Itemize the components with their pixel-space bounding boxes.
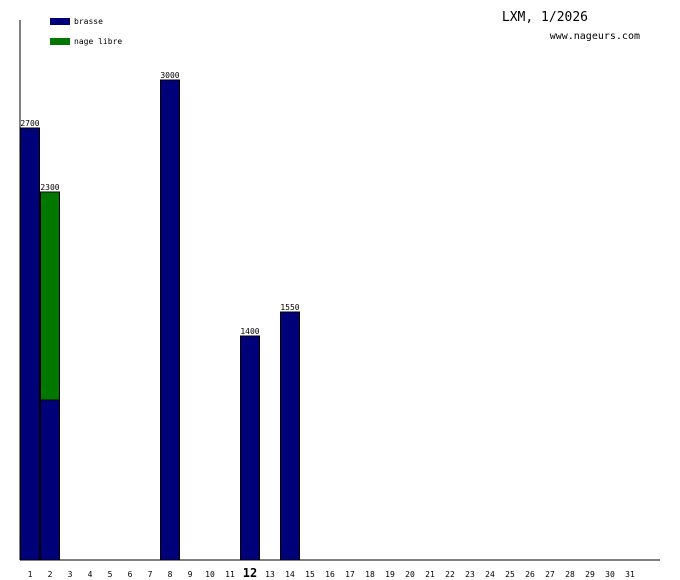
x-tick-label-6: 6 <box>128 570 133 579</box>
x-tick-label-19: 19 <box>385 570 395 579</box>
x-tick-label-3: 3 <box>68 570 73 579</box>
x-tick-label-12: 12 <box>243 566 257 580</box>
x-tick-label-29: 29 <box>585 570 595 579</box>
x-tick-label-21: 21 <box>425 570 435 579</box>
x-tick-label-16: 16 <box>325 570 335 579</box>
x-tick-label-18: 18 <box>365 570 375 579</box>
x-tick-label-31: 31 <box>625 570 635 579</box>
x-tick-label-23: 23 <box>465 570 475 579</box>
data-label-day-8: 3000 <box>160 71 179 80</box>
x-tick-label-20: 20 <box>405 570 415 579</box>
chart-title: LXM, 1/2026 <box>501 10 588 25</box>
data-label-day-12: 1400 <box>240 327 259 336</box>
x-tick-label-13: 13 <box>265 570 275 579</box>
bar-brasse-day-14 <box>280 311 300 561</box>
bar-brasse-day-1 <box>20 127 40 561</box>
x-tick-label-1: 1 <box>28 570 33 579</box>
x-tick-label-5: 5 <box>108 570 113 579</box>
bar-brasse-day-12 <box>240 335 260 561</box>
x-tick-label-30: 30 <box>605 570 615 579</box>
data-label-day-1: 2700 <box>20 119 39 128</box>
site-url: www.nageurs.com <box>549 31 640 42</box>
bar-brasse-day-2 <box>40 399 60 561</box>
data-label-day-14: 1550 <box>280 303 299 312</box>
x-tick-label-10: 10 <box>205 570 215 579</box>
x-tick-label-7: 7 <box>148 570 153 579</box>
x-tick-label-22: 22 <box>445 570 455 579</box>
x-tick-label-17: 17 <box>345 570 355 579</box>
legend-item-nage-libre: nage libre <box>50 34 122 48</box>
legend-label-brasse: brasse <box>74 16 103 26</box>
bar-nage-libre-day-2 <box>40 191 60 401</box>
x-tick-label-14: 14 <box>285 570 295 579</box>
x-tick-label-26: 26 <box>525 570 535 579</box>
x-tick-label-28: 28 <box>565 570 575 579</box>
x-tick-label-2: 2 <box>48 570 53 579</box>
legend: brasse nage libre <box>50 14 122 54</box>
x-tick-label-25: 25 <box>505 570 515 579</box>
x-tick-label-11: 11 <box>225 570 235 579</box>
legend-item-brasse: brasse <box>50 14 122 28</box>
legend-swatch-nage-libre <box>50 37 70 45</box>
legend-label-nage-libre: nage libre <box>74 36 123 46</box>
x-tick-label-15: 15 <box>305 570 315 579</box>
data-label-day-2: 2300 <box>40 183 59 192</box>
x-tick-label-8: 8 <box>168 570 173 579</box>
x-tick-label-9: 9 <box>188 570 193 579</box>
x-tick-label-24: 24 <box>485 570 495 579</box>
x-tick-label-27: 27 <box>545 570 555 579</box>
bar-brasse-day-8 <box>160 79 180 561</box>
x-tick-label-4: 4 <box>88 570 93 579</box>
legend-swatch-brasse <box>50 17 70 25</box>
